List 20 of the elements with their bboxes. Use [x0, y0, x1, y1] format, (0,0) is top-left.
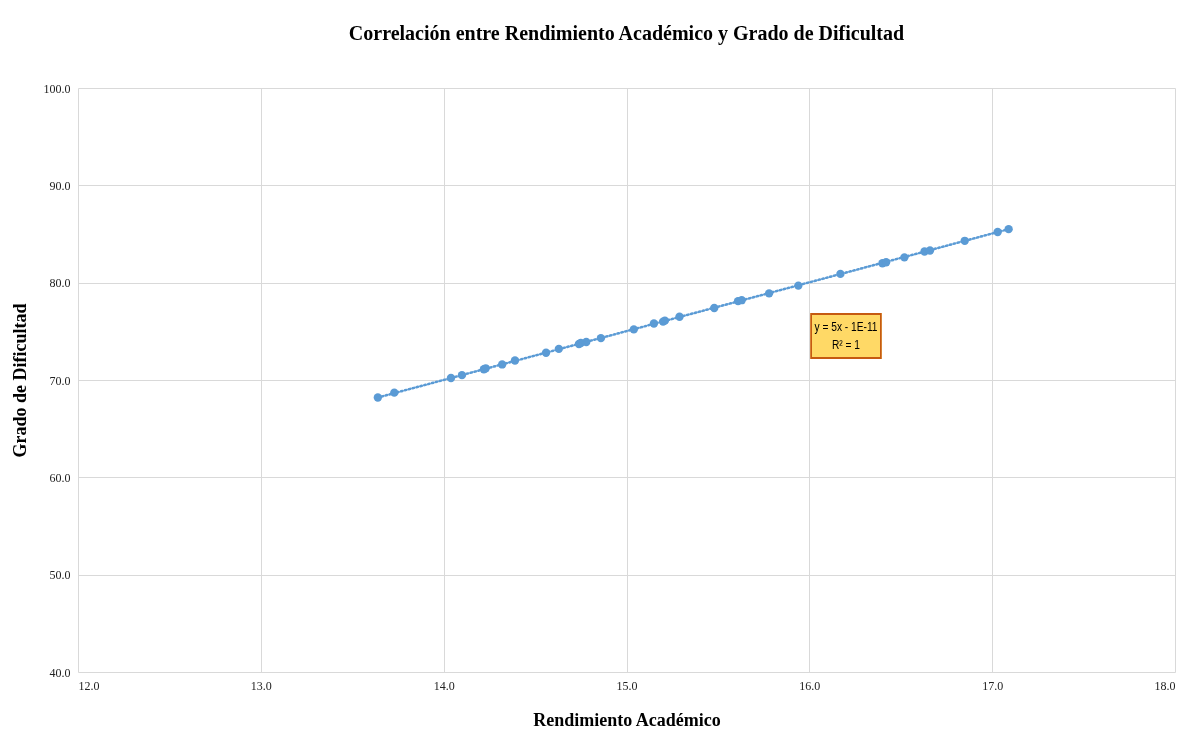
- y-tick-label: 40.0: [49, 665, 71, 680]
- x-tick-label: 14.0: [433, 678, 455, 693]
- y-tick-label: 100.0: [43, 81, 71, 96]
- equation-box: y = 5x - 1E-11 R² = 1: [810, 313, 882, 359]
- y-tick-label: 60.0: [49, 470, 71, 485]
- x-axis-title: Rendimiento Académico: [533, 709, 721, 730]
- x-tick-label: 18.0: [1154, 678, 1176, 693]
- annotation: y = 5x - 1E-11: [813, 319, 879, 336]
- chart-title: Correlación entre Rendimiento Académico y Grado de Dificultad: [348, 22, 905, 45]
- y-tick-label: 70.0: [49, 373, 71, 388]
- y-axis-title: Grado de Dificultad: [9, 303, 30, 458]
- x-tick-label: 12.0: [78, 678, 100, 693]
- x-tick-label: 15.0: [616, 678, 638, 693]
- y-tick-label: 90.0: [49, 178, 71, 193]
- y-tick-label: 80.0: [49, 276, 71, 291]
- annotation: R² = 1: [830, 337, 861, 354]
- x-tick-label: 13.0: [250, 678, 272, 693]
- x-tick-label: 16.0: [799, 678, 821, 693]
- y-tick-label: 50.0: [49, 568, 71, 583]
- x-tick-label: 17.0: [982, 678, 1004, 693]
